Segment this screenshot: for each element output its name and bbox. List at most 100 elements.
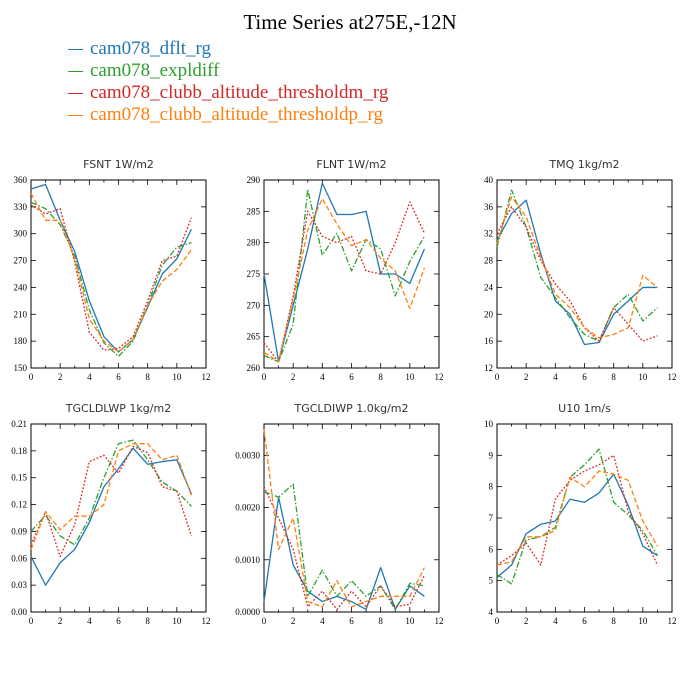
legend-swatch xyxy=(68,93,83,94)
y-tick-label: 0.09 xyxy=(11,526,27,536)
y-tick-label: 0.0030 xyxy=(235,450,260,460)
x-tick-label: 10 xyxy=(405,372,415,382)
x-tick-label: 6 xyxy=(349,372,354,382)
series-line xyxy=(496,473,658,579)
y-tick-label: 180 xyxy=(14,336,28,346)
series-line xyxy=(496,199,658,346)
plot-frame xyxy=(496,179,673,369)
series-line xyxy=(496,448,658,585)
x-tick-label: 12 xyxy=(202,372,211,382)
y-tick-label: 280 xyxy=(247,238,261,248)
x-tick-label: 2 xyxy=(58,372,63,382)
x-tick-label: 12 xyxy=(202,616,211,626)
legend: cam078_dflt_rg cam078_expldiff cam078_cl… xyxy=(68,38,388,126)
y-tick-label: 0.03 xyxy=(11,580,27,590)
chart-panel: FLNT 1W/m2 0 2 4 6 8 10 12 260 265 270 275 280 285 290 xyxy=(247,158,444,382)
panel-title: U10 1m/s xyxy=(558,402,611,415)
x-tick-label: 0 xyxy=(495,372,500,382)
y-tick-label: 0.12 xyxy=(11,500,27,510)
panel-title: FLNT 1W/m2 xyxy=(316,158,386,171)
y-tick-label: 330 xyxy=(14,202,28,212)
x-tick-label: 0 xyxy=(495,616,500,626)
x-tick-label: 10 xyxy=(172,616,182,626)
x-tick-label: 12 xyxy=(668,616,677,626)
series-line xyxy=(263,429,425,608)
x-tick-label: 4 xyxy=(553,372,558,382)
series-line xyxy=(263,496,425,611)
x-tick-label: 6 xyxy=(116,616,121,626)
x-tick-label: 12 xyxy=(668,372,677,382)
series-line xyxy=(263,483,425,611)
x-tick-label: 4 xyxy=(320,616,325,626)
y-tick-label: 9 xyxy=(489,450,494,460)
y-tick-label: 0.15 xyxy=(11,473,27,483)
series-line xyxy=(496,470,658,566)
x-tick-label: 8 xyxy=(145,616,150,626)
series-line xyxy=(30,447,193,586)
x-tick-label: 10 xyxy=(638,616,648,626)
legend-swatch xyxy=(68,71,83,72)
panel-title: TGCLDLWP 1kg/m2 xyxy=(65,402,171,415)
legend-label: cam078_expldiff xyxy=(90,60,220,81)
y-tick-label: 270 xyxy=(14,256,28,266)
y-tick-label: 285 xyxy=(247,206,261,216)
y-tick-label: 32 xyxy=(484,229,493,239)
x-tick-label: 8 xyxy=(145,372,150,382)
y-tick-label: 40 xyxy=(484,175,494,185)
legend-label: cam078_dflt_rg xyxy=(90,38,212,59)
y-tick-label: 0.0020 xyxy=(235,503,260,513)
series-line xyxy=(30,193,192,353)
legend-label: cam078_clubb_altitude_thresholdm_rg xyxy=(90,82,389,103)
y-tick-label: 150 xyxy=(14,363,28,373)
legend-item: cam078_clubb_altitude_thresholdm_rg xyxy=(68,82,388,104)
chart-panel: TGCLDIWP 1.0kg/m2 0 2 4 6 8 10 12 0.0000 0.0010 0.… xyxy=(235,402,443,626)
x-tick-label: 4 xyxy=(87,616,92,626)
x-tick-label: 10 xyxy=(405,616,415,626)
legend-swatch xyxy=(68,49,83,50)
y-tick-label: 12 xyxy=(484,363,493,373)
y-tick-label: 300 xyxy=(14,229,28,239)
y-tick-label: 290 xyxy=(247,175,261,185)
x-tick-label: 8 xyxy=(611,616,616,626)
x-tick-label: 6 xyxy=(582,372,587,382)
y-tick-label: 0.21 xyxy=(11,419,27,429)
series-line xyxy=(30,183,193,353)
y-tick-label: 0.0010 xyxy=(235,555,260,565)
x-tick-label: 0 xyxy=(262,372,267,382)
legend-item: cam078_dflt_rg xyxy=(68,38,388,60)
series-line xyxy=(263,486,425,611)
chart-panel: TGCLDLWP 1kg/m2 0 2 4 6 8 10 12 0.00 0.03 0.06 0.09… xyxy=(11,402,210,626)
chart-panel: FSNT 1W/m2 0 2 4 6 8 10 12 150 180 210 240 270 300 330… xyxy=(14,158,211,382)
y-tick-label: 28 xyxy=(484,256,494,266)
x-tick-label: 2 xyxy=(524,616,529,626)
y-tick-label: 0.0000 xyxy=(235,607,260,617)
plot-frame xyxy=(496,423,673,613)
x-tick-label: 2 xyxy=(58,616,63,626)
x-tick-label: 8 xyxy=(611,372,616,382)
x-tick-label: 2 xyxy=(524,372,529,382)
y-tick-label: 8 xyxy=(489,482,494,492)
y-tick-label: 10 xyxy=(484,419,494,429)
x-tick-label: 2 xyxy=(291,616,296,626)
x-tick-label: 2 xyxy=(291,372,296,382)
x-tick-label: 0 xyxy=(29,372,34,382)
y-tick-label: 0.06 xyxy=(11,553,27,563)
y-tick-label: 275 xyxy=(247,269,261,279)
y-tick-label: 20 xyxy=(484,309,494,319)
x-tick-label: 6 xyxy=(116,372,121,382)
y-tick-label: 240 xyxy=(14,282,28,292)
x-tick-label: 8 xyxy=(378,372,383,382)
panel-title: TGCLDIWP 1.0kg/m2 xyxy=(293,402,408,415)
series-line xyxy=(30,204,193,351)
y-tick-label: 4 xyxy=(489,607,494,617)
x-tick-label: 0 xyxy=(29,616,34,626)
x-tick-label: 8 xyxy=(378,616,383,626)
series-line xyxy=(263,198,426,363)
y-tick-label: 360 xyxy=(14,175,28,185)
series-line xyxy=(263,201,426,363)
series-line xyxy=(496,196,658,339)
x-tick-label: 12 xyxy=(435,372,444,382)
x-tick-label: 10 xyxy=(172,372,182,382)
figure-title: Time Series at275E,-12N xyxy=(243,10,457,34)
